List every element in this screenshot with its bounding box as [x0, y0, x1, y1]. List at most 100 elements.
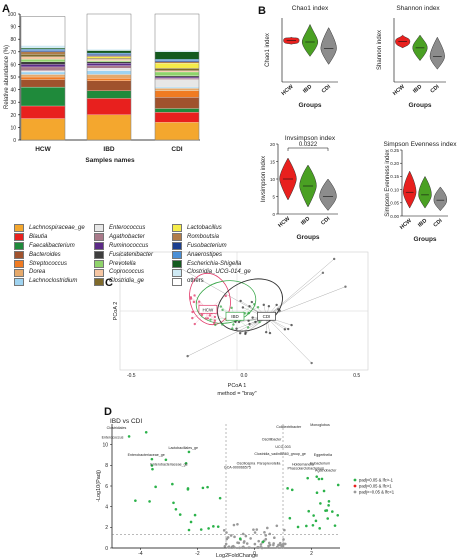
volcano-point-up: [307, 509, 311, 513]
pcoa-point: [248, 322, 251, 326]
bar-segment-lactobacillus: [86, 56, 132, 59]
volcano-point-ns: [255, 528, 259, 531]
volcano-point-ns: [225, 531, 228, 534]
pcoa-ray: [176, 265, 267, 318]
pcoa-ray: [266, 272, 324, 318]
legend-label: Anaerostipes: [187, 251, 223, 258]
y-tick-label: 30: [10, 100, 16, 106]
bar-segment-clostridia-ucg-014-ge: [86, 49, 132, 51]
legend-swatch: [14, 233, 24, 242]
volcano-title: IBD vs CDI: [110, 418, 142, 425]
bar-segment-fusobacterium: [154, 60, 200, 63]
volcano-annotation: Lactobacillales_ge: [168, 446, 198, 450]
pcoa-point: [258, 320, 261, 324]
centroid-label: IBD: [231, 314, 239, 319]
legend-label: Faecalibacterium: [29, 242, 75, 249]
violin-hcw: [283, 36, 300, 45]
volcano-annotation: Clostridiales: [107, 426, 127, 430]
pcoa-y-title: PCoA 2: [113, 302, 119, 321]
violin-title: Chao1 index: [292, 5, 329, 12]
violin-y-tick-label: 0.00: [390, 214, 399, 219]
cdi-ellipse: [217, 278, 283, 332]
pcoa-point: [193, 294, 196, 297]
bar-segment-enterococcus: [20, 70, 66, 73]
volcano-y-tick-label: 2: [105, 525, 108, 531]
volcano-x-title: Log2FoldChange: [216, 553, 258, 559]
legend-label: Coprococcus: [109, 269, 145, 276]
bar-segment-bacteroides: [154, 97, 200, 109]
violin-title: Simpson Evenness index: [384, 141, 458, 148]
violin-y-title: Invsimpson index: [261, 156, 267, 202]
volcano-point-ns: [257, 539, 260, 543]
volcano-point-highlight: [261, 540, 265, 544]
bar-segment-fusobacterium: [86, 54, 132, 56]
legend-label: Fusicatenibacter: [109, 251, 154, 258]
pcoa-point: [241, 306, 245, 309]
volcano-point-ns: [267, 541, 271, 545]
legend-item: Clostridia_UCG-014_ge: [172, 268, 251, 277]
pcoa-ray: [187, 317, 267, 357]
volcano-point-down: [134, 499, 137, 502]
pcoa-point: [248, 305, 251, 308]
volcano-annotation: Colidextribacter: [276, 425, 302, 429]
y-tick-label: 20: [10, 113, 16, 119]
category-label: HCW: [35, 146, 51, 153]
violin-panel-4: Simpson Evenness index0.000.050.100.150.…: [384, 141, 458, 243]
volcano-annotation: Monoglobus: [310, 423, 330, 427]
violin-title: Invsimpson index: [285, 135, 336, 142]
bar-segment-dorea: [154, 88, 200, 91]
y-tick-label: 90: [10, 25, 16, 31]
violin-category-label: HCW: [399, 217, 414, 231]
volcano-legend-marker: [353, 490, 357, 494]
bar-segment-dorea: [86, 74, 132, 79]
volcano-point-ns: [244, 534, 248, 538]
volcano-point-up: [322, 489, 326, 493]
legend-swatch: [94, 233, 104, 242]
bar-segment-streptococcus: [154, 90, 200, 98]
volcano-point-ns: [233, 535, 236, 539]
volcano-y-tick-label: 10: [102, 442, 108, 448]
violin-cdi: [320, 27, 337, 65]
volcano-point-up: [319, 502, 322, 505]
pcoa-point: [332, 257, 336, 261]
violin-category-label: IBD: [300, 216, 311, 227]
violin-y-tick-label: 0.20: [390, 161, 399, 166]
volcano-point-highlight: [187, 450, 191, 454]
violin-y-tick-label: 15: [270, 159, 276, 164]
volcano-point-up: [305, 524, 308, 528]
volcano-point-down: [201, 486, 205, 490]
y-tick-label: 70: [10, 50, 16, 56]
legend-swatch: [94, 277, 104, 286]
bar-segment-agathobacter: [20, 66, 66, 71]
bar-segment-anaerostipes: [154, 59, 200, 61]
volcano-annotation: Holdemanella: [292, 462, 314, 466]
pcoa-point: [267, 305, 271, 308]
legend-item: Coprococcus: [94, 268, 153, 277]
legend-item: Prevotella: [94, 260, 153, 269]
volcano-point-up: [315, 475, 319, 478]
pcoa-point: [254, 320, 257, 324]
legend-item: others: [172, 277, 251, 286]
volcano-annotation: Enterobacteriaceae_ge: [150, 462, 187, 466]
centroid-label-box: [225, 311, 245, 321]
volcano-point-ns: [279, 544, 282, 547]
volcano-annotation: Eggerthella: [314, 453, 332, 457]
volcano-point-up: [317, 477, 321, 481]
violin-y-tick-label: 0.10: [390, 187, 399, 192]
pcoa-point: [221, 323, 224, 326]
pcoa-ray: [266, 317, 312, 364]
hcw-ellipse: [189, 272, 231, 326]
bar-segment-blautia: [20, 105, 66, 119]
violin-x-title: Groups: [296, 234, 319, 241]
volcano-point-up: [315, 491, 319, 495]
legend-label: Agathobacter: [109, 233, 145, 240]
volcano-point-up: [290, 488, 294, 492]
pcoa-x-tick-label: 0.0: [241, 373, 248, 379]
legend-item: Faecalibacterium: [14, 242, 85, 251]
volcano-point-highlight: [144, 430, 148, 434]
pcoa-point: [264, 330, 268, 334]
volcano-point-up: [327, 504, 330, 507]
volcano-point-up: [327, 500, 331, 503]
pcoa-point: [250, 300, 254, 304]
